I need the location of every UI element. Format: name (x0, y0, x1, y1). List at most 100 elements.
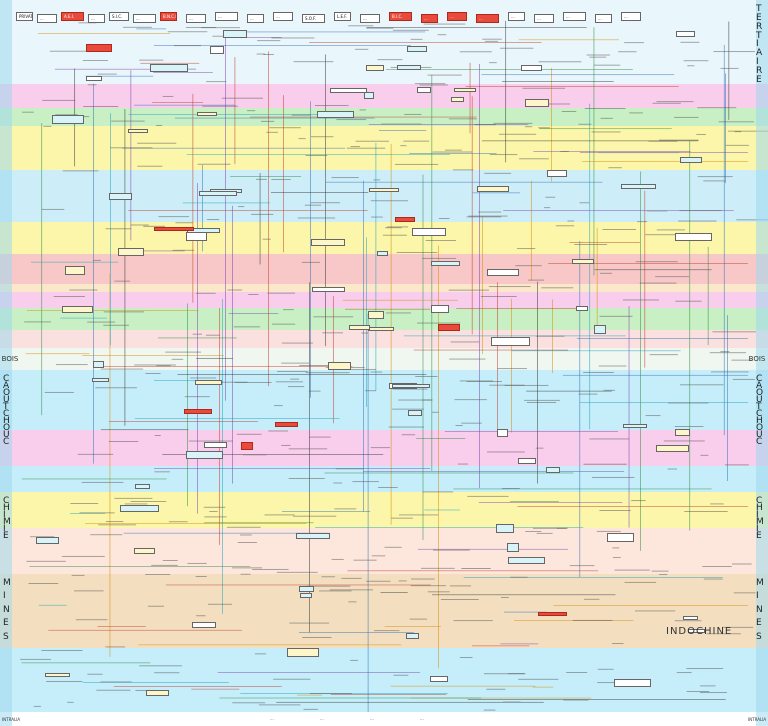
text-line (87, 321, 116, 323)
text-line (314, 105, 349, 106)
text-line (703, 578, 723, 580)
text-line (195, 292, 216, 294)
text-line (95, 387, 137, 389)
text-line (130, 224, 149, 226)
text-line (686, 691, 710, 692)
text-line (545, 196, 556, 198)
text-line (335, 468, 364, 470)
text-line (518, 678, 559, 680)
text-line (532, 527, 567, 529)
text-line (289, 622, 330, 624)
text-line (260, 120, 275, 122)
diagram-node (397, 65, 422, 71)
text-line (33, 705, 41, 707)
text-line (503, 701, 521, 703)
text-line (651, 570, 669, 572)
text-line (309, 693, 353, 695)
text-line (676, 672, 692, 674)
text-line (655, 276, 690, 278)
top-box: ... (621, 12, 641, 21)
text-line (175, 222, 193, 224)
text-line (100, 368, 144, 370)
diagram-node (196, 111, 217, 117)
text-line (718, 121, 754, 123)
sector-band (0, 370, 768, 430)
text-line (574, 244, 608, 245)
diagram-node (62, 306, 93, 314)
text-line (145, 573, 171, 575)
text-line (67, 701, 74, 703)
diagram-node (477, 185, 510, 192)
diagram-node (517, 458, 536, 465)
text-line (536, 532, 553, 534)
text-line (303, 708, 318, 710)
top-box: ... (133, 14, 156, 23)
text-line (156, 365, 171, 367)
text-line (105, 646, 126, 648)
text-line (130, 501, 167, 502)
top-box: ... (508, 12, 525, 21)
text-line (457, 463, 469, 465)
text-line (24, 321, 51, 323)
text-line (437, 34, 447, 36)
text-line (41, 208, 65, 210)
text-line (583, 598, 600, 600)
text-line (313, 316, 354, 318)
diagram-node (606, 533, 634, 542)
sector-band (0, 330, 768, 348)
text-line (365, 390, 376, 392)
text-line (674, 426, 704, 427)
text-line (699, 692, 728, 694)
diagram-node (44, 672, 71, 678)
diagram-node (408, 409, 423, 416)
diagram-node (198, 191, 238, 197)
text-line (697, 107, 737, 109)
diagram-node (330, 87, 367, 94)
text-line (208, 603, 232, 605)
text-line (111, 120, 145, 122)
diagram-node (274, 422, 298, 427)
text-line (382, 234, 407, 236)
text-line (586, 54, 611, 56)
text-line (624, 581, 657, 583)
diagram-node (299, 593, 313, 599)
text-line (281, 342, 313, 344)
text-line (155, 125, 163, 126)
text-line (237, 542, 257, 543)
top-box: ... (88, 14, 105, 23)
text-line (455, 425, 463, 427)
text-line (710, 503, 724, 505)
text-line (388, 426, 424, 428)
text-line (49, 50, 91, 52)
diagram-node (369, 187, 400, 193)
text-line (656, 101, 694, 103)
text-line (674, 116, 699, 118)
text-line (394, 163, 439, 165)
text-line (234, 381, 272, 383)
text-line (700, 685, 716, 687)
text-line (578, 123, 592, 125)
text-line (237, 206, 245, 208)
diagram-node (621, 183, 657, 189)
diagram-node (35, 536, 60, 545)
diagram-node (395, 216, 416, 223)
text-line (258, 704, 301, 706)
text-line (709, 352, 746, 354)
text-line (498, 133, 537, 135)
text-line (622, 299, 659, 301)
text-line (522, 87, 566, 89)
text-line (281, 444, 291, 446)
text-line (501, 488, 520, 489)
diagram-node (575, 306, 589, 312)
text-line (209, 511, 218, 512)
sector-band (0, 284, 768, 292)
text-line (459, 380, 494, 382)
diagram-node (496, 428, 509, 437)
sector-band (0, 84, 768, 108)
diagram-node (431, 261, 461, 266)
text-line (563, 699, 589, 701)
text-line (207, 219, 220, 220)
diagram-node (594, 324, 607, 334)
text-line (452, 169, 474, 171)
diagram-node (240, 442, 253, 450)
